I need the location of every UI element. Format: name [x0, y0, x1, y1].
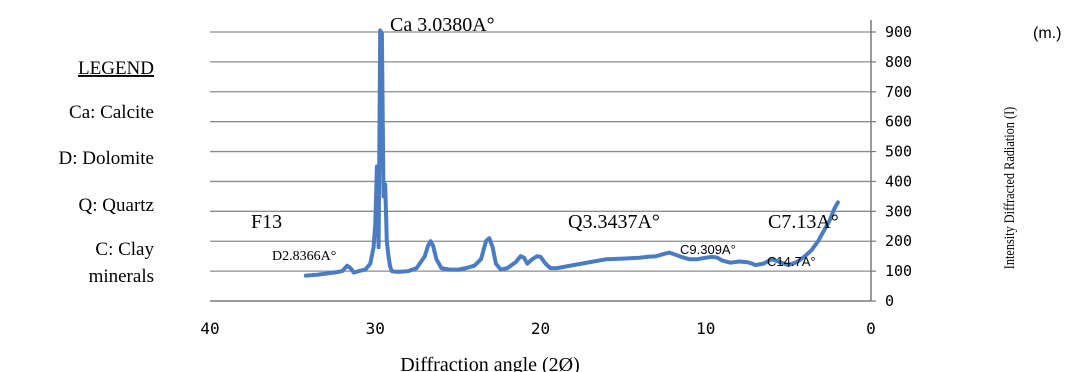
- x-tick-label: 30: [366, 319, 385, 338]
- peak-annotation: Ca 3.0380A°: [390, 14, 495, 36]
- x-tick-label: 20: [531, 319, 550, 338]
- annotations: Ca 3.0380A° F13 D2.8366A° Q3.3437A° C7.13A° C…: [251, 14, 839, 269]
- peak-annotation: F13: [251, 211, 282, 233]
- legend-entry: C: Clay: [95, 239, 154, 260]
- legend-entry: minerals: [89, 266, 154, 287]
- peak-annotation: Q3.3437A°: [568, 211, 660, 233]
- y-tick-label: 900: [885, 23, 912, 41]
- y-tick-label: 500: [885, 143, 912, 161]
- y-tick-label: 300: [885, 202, 912, 220]
- x-tick-label: 10: [696, 319, 715, 338]
- peak-annotation: C7.13A°: [768, 211, 839, 233]
- corner-note: (m.): [1033, 25, 1061, 42]
- y-tick-label: 0: [885, 292, 894, 310]
- legend-entry: Q: Quartz: [79, 195, 154, 216]
- gridlines: [210, 31, 871, 272]
- legend: LEGEND Ca: Calcite D: Dolomite Q: Quartz C: …: [58, 58, 154, 287]
- y-tick-labels: 0 100 200 300 400 500 600 700 800 900: [885, 23, 912, 310]
- y-axis-label: Intensity Diffracted Radiation (I): [1001, 107, 1018, 270]
- y-tick-label: 400: [885, 172, 912, 190]
- y-tick-label: 200: [885, 232, 912, 250]
- y-tick-label: 100: [885, 262, 912, 280]
- legend-title: LEGEND: [78, 58, 154, 79]
- series: [303, 28, 840, 278]
- legend-entry: D: Dolomite: [58, 148, 154, 169]
- x-tick-label: 40: [200, 319, 219, 338]
- legend-entry: Ca: Calcite: [69, 102, 154, 123]
- y-tick-label: 800: [885, 53, 912, 71]
- peak-annotation: C9.309A°: [680, 242, 736, 257]
- x-tick-labels: 40 30 20 10 0: [200, 319, 875, 338]
- peak-annotation: C14.7A°: [767, 254, 816, 269]
- y-tick-label: 700: [885, 83, 912, 101]
- y-tick-label: 600: [885, 113, 912, 131]
- peak-annotation: D2.8366A°: [272, 249, 336, 264]
- x-tick-label: 0: [866, 319, 876, 338]
- x-axis-label: Diffraction angle (2Ø): [400, 354, 580, 372]
- axes: [210, 20, 876, 302]
- series-line: [303, 28, 840, 278]
